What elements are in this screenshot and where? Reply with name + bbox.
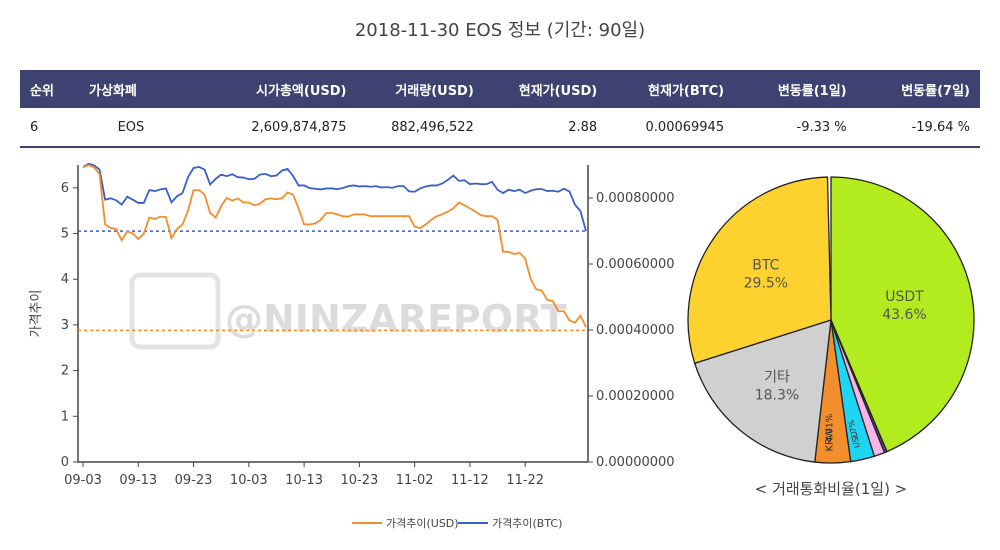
col-change-7d-header: 변동률(7일) <box>901 83 970 99</box>
x-tick-label: 09-23 <box>175 473 213 488</box>
table-row: 6 EOS 2,609,874,875 882,496,522 2.88 0.0… <box>20 108 980 147</box>
pie-slice-기타 <box>693 319 832 463</box>
pie-usdt-percent: 43.6% <box>882 307 926 323</box>
watermark: @NINZAREPORT <box>129 272 567 350</box>
pie-usd-percent: 2.7% <box>847 418 860 440</box>
pie-other-label: 기타 <box>764 370 790 386</box>
change-1d-cell: -9.33 % <box>796 119 847 135</box>
pie-usd-label: USD <box>849 430 862 449</box>
x-tick-label: 11-22 <box>506 473 544 488</box>
coin-summary-table: 순위 가상화폐 시가총액(USD) 거래량(USD) 현재가(USD) 현재가(… <box>20 70 980 148</box>
col-price-btc-header: 현재가(BTC) <box>648 83 725 99</box>
pie-slice-usdt <box>830 176 975 453</box>
chart-legend: 가격추이(USD) 가격추이(BTC) <box>352 517 562 530</box>
x-tick-label: 10-23 <box>340 473 378 488</box>
pie-title: < 거래통화비율(1일) > <box>755 480 908 498</box>
col-price-usd-header: 현재가(USD) <box>518 83 598 99</box>
y-left-tick-label: 2 <box>61 364 69 379</box>
volume-cell: 882,496,522 <box>391 119 474 135</box>
legend-btc-label: 가격추이(BTC) <box>492 517 562 530</box>
y-axis-label: 가격추이 <box>29 290 44 338</box>
col-marketcap-header: 시가총액(USD) <box>256 83 347 99</box>
price-line-chart: @NINZAREPORT 0 1 2 3 4 5 6 0.00000000 0.00020000 0… <box>29 162 675 530</box>
pie-krw-percent: 4.01% <box>825 413 835 442</box>
y-left-tick-label: 1 <box>61 409 69 424</box>
change-7d-cell: -19.64 % <box>911 119 970 135</box>
pie-btc-percent: 29.5% <box>744 276 788 292</box>
price-btc-cell: 0.00069945 <box>645 119 725 135</box>
y-right-tick-label: 0.00080000 <box>596 191 675 206</box>
y-left-tick-label: 5 <box>61 227 69 242</box>
y-left-tick-label: 0 <box>61 455 69 470</box>
price-usd-cell: 2.88 <box>568 119 598 135</box>
x-tick-label: 09-13 <box>119 473 157 488</box>
x-tick-label: 09-03 <box>64 473 102 488</box>
watermark-logo-icon <box>129 272 221 350</box>
col-change-1d-header: 변동률(1일) <box>777 83 847 99</box>
pie-other-percent: 18.3% <box>755 388 799 404</box>
y-right-tick-label: 0.00020000 <box>596 389 675 404</box>
y-right-tick-label: 0.00000000 <box>596 455 675 470</box>
pie-krw-label: KRW <box>824 428 835 451</box>
marketcap-cell: 2,609,874,875 <box>251 119 347 135</box>
x-tick-label: 11-02 <box>396 473 434 488</box>
table-header-row: 순위 가상화폐 시가총액(USD) 거래량(USD) 현재가(USD) 현재가(… <box>20 70 980 108</box>
usd-price-series-line <box>82 164 587 328</box>
y-right-tick-label: 0.00060000 <box>596 257 675 272</box>
watermark-text: @NINZAREPORT <box>225 297 567 341</box>
btc-price-series-line <box>82 162 587 232</box>
y-left-tick-label: 6 <box>61 181 69 196</box>
legend-usd-label: 가격추이(USD) <box>386 517 459 530</box>
pie-btc-label: BTC <box>752 258 779 274</box>
x-tick-label: 10-13 <box>285 473 323 488</box>
rank-cell: 6 <box>30 119 39 135</box>
col-rank-header: 순위 <box>30 83 54 99</box>
y-left-tick-label: 4 <box>61 272 69 287</box>
pie-usdt-label: USDT <box>885 289 924 305</box>
y-left-tick-label: 3 <box>61 318 69 333</box>
col-coin-header: 가상화폐 <box>89 83 137 99</box>
y-right-tick-label: 0.00040000 <box>596 323 675 338</box>
coin-cell: EOS <box>117 119 145 135</box>
col-volume-header: 거래량(USD) <box>395 83 474 99</box>
x-tick-label: 11-12 <box>451 473 489 488</box>
x-tick-label: 10-03 <box>230 473 268 488</box>
pie-slice-btc <box>687 176 832 365</box>
page-title: 2018-11-30 EOS 정보 (기간: 90일) <box>354 20 646 41</box>
